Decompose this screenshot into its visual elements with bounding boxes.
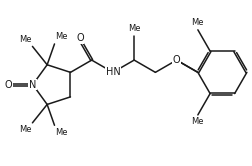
Text: Me: Me	[191, 118, 203, 126]
Text: Me: Me	[19, 125, 31, 134]
Text: HN: HN	[105, 67, 120, 77]
Text: Me: Me	[128, 24, 140, 33]
Text: Me: Me	[191, 18, 203, 27]
Text: N: N	[29, 80, 36, 90]
Text: Me: Me	[19, 35, 31, 44]
Text: Me: Me	[55, 128, 67, 137]
Text: Me: Me	[55, 32, 67, 41]
Text: O: O	[76, 33, 84, 43]
Text: O: O	[4, 80, 12, 90]
Text: O: O	[172, 55, 180, 65]
